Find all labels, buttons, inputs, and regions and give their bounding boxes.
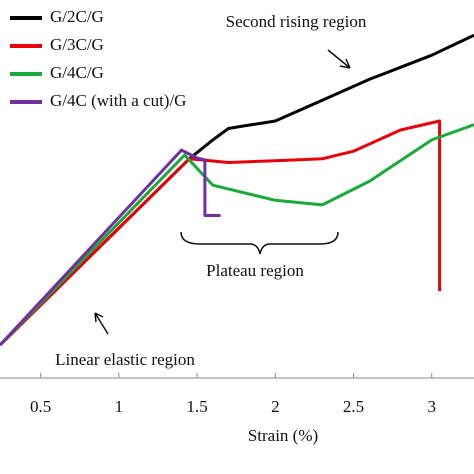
series-line [0,148,221,347]
x-tick-label: 0.5 [30,397,51,416]
x-tick-label: 3 [428,397,437,416]
x-tick-label: 2.5 [343,397,364,416]
arrow [94,312,109,335]
series-line [0,123,474,347]
annotation: Second rising region [226,12,367,31]
annotation: Linear elastic region [55,350,195,369]
x-axis-label: Strain (%) [248,426,318,445]
x-tick-label: 2 [271,397,280,416]
legend-label: G/2C/G [50,7,104,26]
legend-label: G/3C/G [50,35,104,54]
arrow [327,49,351,69]
legend-label: G/4C/G [50,63,104,82]
legend-label: G/4C (with a cut)/G [50,91,186,110]
x-tick-label: 1.5 [186,397,207,416]
brace [180,231,339,255]
x-tick-label: 1 [115,397,124,416]
annotation: Plateau region [206,261,304,280]
series-line [0,33,474,347]
series-line [0,119,442,347]
